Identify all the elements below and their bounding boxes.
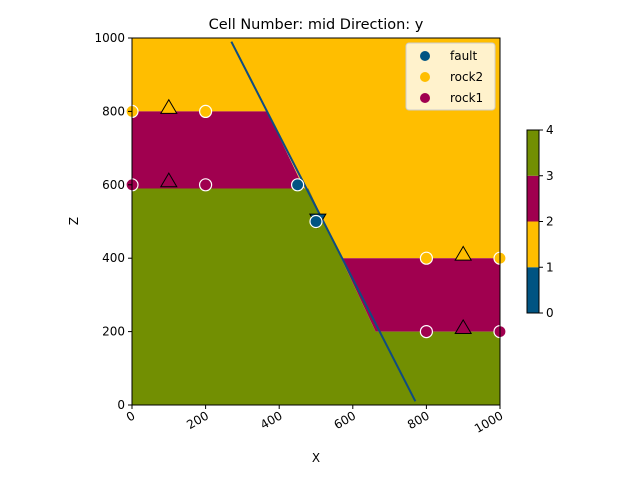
- colorbar-segment-2: [527, 175, 539, 222]
- orientation-marker-0: [159, 98, 178, 114]
- colorbar-tick-label: 2: [546, 215, 554, 229]
- y-tick-label: 400: [102, 251, 125, 265]
- legend-label-rock1: rock1: [450, 91, 483, 105]
- orientation-marker-1: [159, 172, 178, 188]
- legend-marker-rock2: [420, 72, 430, 82]
- x-tick-label: 200: [184, 408, 211, 432]
- y-tick-label: 600: [102, 178, 125, 192]
- x-tick-label: 0: [124, 408, 138, 424]
- legend-label-fault: fault: [450, 49, 478, 63]
- point-rock1-1: [199, 178, 213, 192]
- x-tick-label: 600: [331, 408, 358, 432]
- x-tick-label: 400: [258, 408, 285, 432]
- colorbar-tick-label: 0: [546, 306, 554, 320]
- y-tick-label: 1000: [94, 31, 125, 45]
- legend: fault rock2 rock1: [405, 42, 496, 111]
- y-tick-label: 0: [117, 398, 125, 412]
- point-rock2-2: [419, 251, 433, 265]
- fault-line: [230, 41, 417, 402]
- point-fault-0: [291, 178, 305, 192]
- legend-label-rock2: rock2: [450, 70, 483, 84]
- chart-title: Cell Number: mid Direction: y: [209, 17, 424, 33]
- y-tick-label: 800: [102, 104, 125, 118]
- colorbar-tick-label: 3: [546, 169, 554, 183]
- y-axis-label: Z: [67, 217, 81, 225]
- colorbar-tick-label: 4: [546, 123, 554, 137]
- colorbar-segment-1: [527, 221, 539, 268]
- colorbar-segment-0: [527, 267, 539, 313]
- colorbar-tick-label: 1: [546, 260, 554, 274]
- region-rock1: [132, 111, 500, 332]
- point-rock1-2: [419, 325, 433, 339]
- legend-marker-rock1: [420, 93, 430, 103]
- axes-frame: [131, 37, 501, 406]
- legend-marker-fault: [420, 51, 430, 61]
- x-tick-label: 800: [405, 408, 432, 432]
- point-fault-1: [309, 214, 323, 229]
- y-tick-label: 200: [102, 325, 125, 339]
- x-axis-label: X: [312, 451, 320, 465]
- orientation-marker-2: [454, 245, 473, 261]
- orientation-marker-3: [454, 318, 473, 335]
- colorbar: 0 1 2 3 4: [526, 123, 554, 320]
- region-basement: [132, 188, 500, 405]
- colorbar-segment-3: [527, 130, 539, 176]
- point-rock2-1: [199, 104, 213, 119]
- x-tick-label: 1000: [472, 408, 505, 435]
